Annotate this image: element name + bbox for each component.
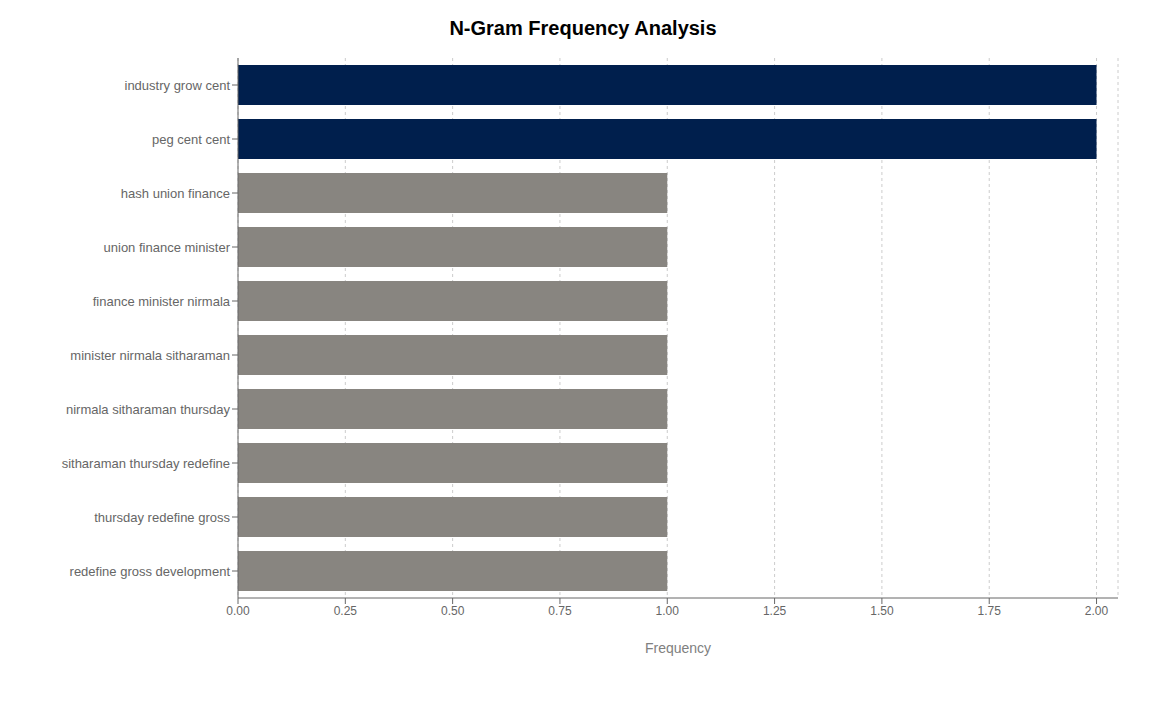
svg-text:minister nirmala sitharaman: minister nirmala sitharaman bbox=[70, 348, 230, 363]
svg-text:0.00: 0.00 bbox=[226, 604, 250, 618]
svg-text:0.75: 0.75 bbox=[548, 604, 572, 618]
svg-text:peg cent cent: peg cent cent bbox=[152, 132, 230, 147]
svg-text:thursday redefine gross: thursday redefine gross bbox=[94, 510, 230, 525]
svg-text:1.00: 1.00 bbox=[656, 604, 680, 618]
html-text:N-Gram Frequency Analysis: N-Gram Frequency Analysis bbox=[449, 17, 717, 39]
svg-text:1.25: 1.25 bbox=[763, 604, 787, 618]
svg-text:union finance minister: union finance minister bbox=[104, 240, 231, 255]
svg-text:hash union finance: hash union finance bbox=[121, 186, 230, 201]
svg-text:0.25: 0.25 bbox=[334, 604, 358, 618]
svg-text:redefine gross development: redefine gross development bbox=[70, 564, 231, 579]
svg-text:1.50: 1.50 bbox=[870, 604, 894, 618]
svg-text:nirmala sitharaman thursday: nirmala sitharaman thursday bbox=[66, 402, 231, 417]
svg-text:0.50: 0.50 bbox=[441, 604, 465, 618]
svg-text:Frequency: Frequency bbox=[645, 640, 711, 656]
svg-text:2.00: 2.00 bbox=[1085, 604, 1109, 618]
svg-text:finance minister nirmala: finance minister nirmala bbox=[93, 294, 231, 309]
svg-text:sitharaman thursday redefine: sitharaman thursday redefine bbox=[62, 456, 230, 471]
svg-text:industry grow cent: industry grow cent bbox=[125, 78, 231, 93]
svg-text:1.75: 1.75 bbox=[978, 604, 1002, 618]
